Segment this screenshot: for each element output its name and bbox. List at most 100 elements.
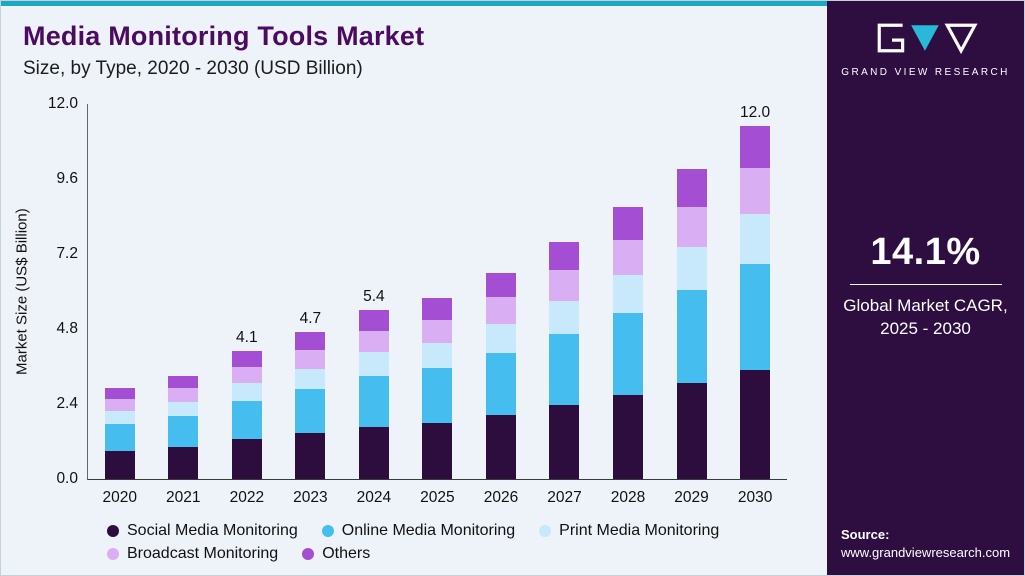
bar-2029: 2029 (674, 104, 709, 506)
bar-segment (613, 394, 644, 479)
bar-segment (104, 399, 135, 411)
bar-segment (485, 324, 516, 354)
y-tick-label: 0.0 (56, 470, 78, 487)
bar-segment (613, 239, 644, 275)
legend-marker-icon (539, 525, 552, 537)
legend: Social Media Monitoring Online Media Moni… (107, 522, 819, 563)
bar-value-label: 4.7 (299, 310, 322, 328)
y-tick-label: 4.8 (56, 320, 78, 337)
bar-2021: 2021 (166, 104, 201, 506)
bar-segment (740, 125, 771, 169)
bar-segment (168, 388, 199, 402)
legend-item: Others (302, 545, 370, 563)
bar-segment (485, 353, 516, 415)
source-label: Source: (841, 527, 890, 542)
bar-value-label: 5.4 (363, 288, 385, 306)
bar-value-label: 12.0 (740, 103, 771, 121)
legend-label: Social Media Monitoring (127, 522, 298, 539)
bar-segment (676, 290, 707, 384)
bar-segment (549, 334, 580, 406)
bar-segment (422, 422, 453, 479)
bar-segment (549, 241, 580, 270)
plot-area: 0.0 2.4 4.8 7.2 9.6 12.0 2020 2021 4.1 2022 4.7 202… (48, 95, 787, 506)
bar-2024: 5.4 2024 (357, 104, 391, 506)
legend-marker-icon (302, 548, 315, 560)
bar-segment (295, 368, 326, 390)
bar-segment (295, 389, 326, 434)
bar-segment (231, 400, 262, 440)
bar-segment (676, 246, 707, 291)
bar-value-label: 4.1 (236, 329, 258, 347)
x-tick-label: 2024 (356, 489, 392, 506)
logo-mark-icon (866, 21, 986, 60)
bar-segment (422, 297, 453, 320)
x-tick-label: 2028 (610, 489, 646, 506)
bar-segment (485, 414, 516, 479)
bar-segment (295, 433, 326, 479)
bar-segment (295, 332, 326, 350)
bar-segment (168, 416, 199, 448)
legend-item: Broadcast Monitoring (107, 545, 278, 563)
bar-segment (613, 313, 644, 395)
cagr-value: 14.1% (870, 231, 981, 273)
legend-item: Social Media Monitoring (107, 522, 298, 540)
x-tick-label: 2020 (102, 489, 138, 506)
cagr-divider (849, 284, 1002, 285)
x-tick-label: 2029 (674, 489, 709, 506)
bar-segment (295, 349, 326, 369)
y-tick-label: 9.6 (56, 170, 78, 187)
bar-segment (168, 401, 199, 417)
bar-segment (549, 405, 580, 479)
bar-segment (549, 269, 580, 301)
bar-segment (676, 206, 707, 247)
legend-label: Others (322, 545, 371, 562)
source-block: Source: www.grandviewresearch.com (841, 526, 1010, 562)
bar-segment (231, 383, 262, 401)
bar-segment (358, 330, 389, 353)
bar-2025: 2025 (420, 104, 455, 506)
bar-segment (613, 274, 644, 314)
bar-segment (231, 351, 262, 367)
bar-segment (740, 263, 771, 370)
bar-2026: 2026 (484, 104, 518, 506)
top-accent-bar (1, 1, 827, 6)
x-tick-label: 2023 (293, 489, 328, 506)
bar-segment (231, 366, 262, 384)
legend-marker-icon (107, 525, 119, 537)
bar-segment (740, 214, 771, 264)
bar-segment (104, 410, 135, 424)
cagr-label-line1: Global Market CAGR, (843, 296, 1008, 315)
bar-segment (485, 297, 516, 325)
legend-label: Broadcast Monitoring (127, 545, 279, 562)
legend-marker-icon (107, 548, 119, 560)
x-tick-label: 2027 (547, 489, 582, 506)
bar-segment (358, 376, 389, 427)
chart: Market Size (US$ Billion) 0.0 2.4 4.8 7.2 9.… (1, 95, 827, 506)
legend-item: Print Media Monitoring (539, 522, 719, 540)
bar-segment (358, 310, 389, 331)
bar-segment (676, 169, 707, 207)
bar-2028: 2028 (611, 104, 645, 506)
bar-2027: 2027 (547, 104, 582, 506)
bar-2030: 12.0 2030 (738, 103, 772, 506)
x-tick-label: 2025 (420, 489, 455, 506)
page-title: Media Monitoring Tools Market (23, 21, 425, 51)
y-tick-label: 2.4 (56, 395, 78, 412)
bar-segment (104, 388, 135, 399)
chart-header: Media Monitoring Tools Market Size, by T… (1, 6, 827, 80)
bar-segment (676, 383, 707, 479)
sidebar: GRAND VIEW RESEARCH 14.1% Global Market … (827, 1, 1024, 575)
bar-segment (231, 439, 262, 479)
bar-segment (422, 368, 453, 423)
bar-segment (740, 369, 771, 479)
y-tick-label: 7.2 (56, 245, 78, 262)
legend-label: Print Media Monitoring (559, 522, 720, 539)
y-axis-label: Market Size (US$ Billion) (13, 208, 31, 376)
bar-segment (104, 423, 135, 451)
chart-panel: Media Monitoring Tools Market Size, by T… (1, 1, 827, 575)
cagr-label-line2: 2025 - 2030 (880, 319, 971, 338)
bar-segment (422, 319, 453, 344)
y-tick-label: 12.0 (47, 95, 78, 112)
bar-2020: 2020 (103, 104, 137, 506)
bar-2022: 4.1 2022 (230, 104, 264, 506)
